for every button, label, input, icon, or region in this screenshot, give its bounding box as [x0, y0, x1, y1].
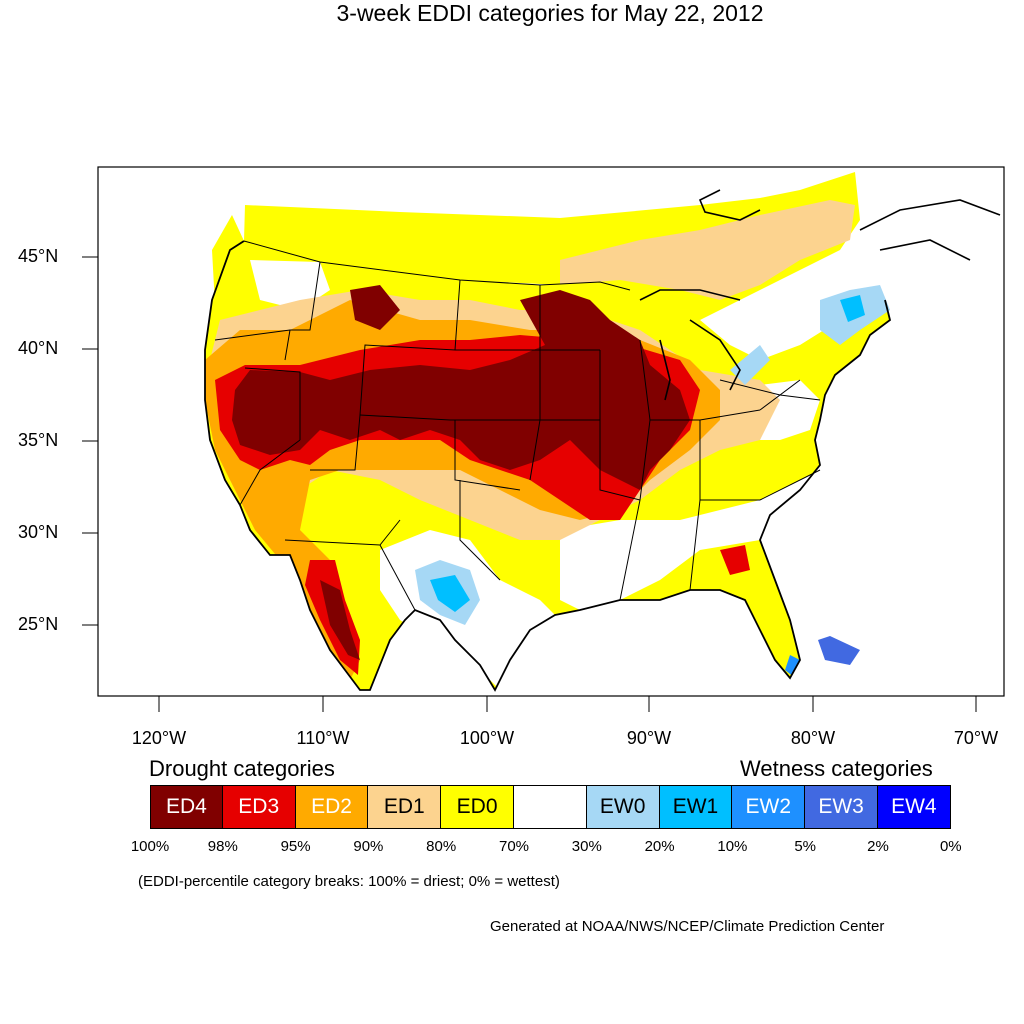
great-lakes-wet-region	[730, 345, 770, 385]
georgia-red-spot	[720, 545, 750, 575]
legend-break-label: 80%	[426, 838, 457, 855]
category-note: (EDDI-percentile category breaks: 100% =…	[138, 873, 560, 890]
lon-label-120: 120°W	[131, 728, 187, 748]
legend-swatch-ed4: ED4	[150, 785, 223, 829]
legend-break-label: 70%	[498, 838, 530, 855]
legend-swatch-ed2: ED2	[295, 785, 369, 829]
legend-break-label: 20%	[644, 838, 675, 855]
baja-extreme-region	[320, 580, 360, 660]
bahamas-wet-region	[818, 636, 860, 665]
lon-label-80: 80°W	[790, 728, 836, 748]
lat-label-25: 25°N	[18, 614, 59, 634]
legend-swatch-ew3: EW3	[805, 785, 878, 829]
extreme-drought-region	[232, 290, 690, 490]
legend-break-label: 95%	[280, 838, 311, 855]
map-title: 3-week EDDI categories for May 22, 2012	[336, 0, 764, 26]
legend-break-label: 0%	[939, 838, 962, 855]
lon-label-100: 100°W	[459, 728, 515, 748]
wetness-heading: Wetness categories	[740, 756, 933, 781]
legend-swatch-ed0: ED0	[441, 785, 514, 829]
legend-swatch-ed3: ED3	[222, 785, 296, 829]
legend-break-label: 5%	[794, 838, 817, 855]
canada-coast-outline	[859, 199, 1001, 261]
northwest-normal-region	[250, 260, 330, 310]
texas-wet-ew1-region	[430, 575, 470, 612]
coastline	[204, 240, 892, 692]
lat-label-40: 40°N	[18, 338, 59, 358]
axis-ticks	[82, 256, 977, 712]
lat-label-45: 45°N	[18, 246, 59, 266]
northeast-wet-ew1-region	[840, 295, 865, 322]
great-lakes-outline	[639, 189, 761, 401]
legend-swatch-ew0: EW0	[586, 785, 660, 829]
legend-break-label: 10%	[717, 838, 748, 855]
legend-swatch-ew2: EW2	[732, 785, 806, 829]
legend-color-bar: ED4 ED3 ED2 ED1 ED0 EW0 EW1 EW2 EW3 EW4	[150, 785, 951, 829]
legend-swatch-normal	[513, 785, 587, 829]
legend-break-label: 98%	[207, 838, 238, 855]
lat-label-35: 35°N	[18, 430, 59, 450]
legend-swatch-ew4: EW4	[877, 785, 951, 829]
legend-swatch-ed1: ED1	[368, 785, 442, 829]
legend-break-label: 100%	[130, 838, 170, 855]
credit-line: Generated at NOAA/NWS/NCEP/Climate Predi…	[490, 918, 885, 935]
legend-break-label: 30%	[571, 838, 602, 855]
legend-break-label: 2%	[867, 838, 889, 855]
montana-extreme-region	[350, 285, 400, 330]
lon-label-70: 70°W	[953, 728, 999, 748]
legend-swatch-ew1: EW1	[659, 785, 733, 829]
legend-break-label: 90%	[353, 838, 384, 855]
lon-label-110: 110°W	[296, 728, 350, 748]
lon-label-90: 90°W	[626, 728, 672, 748]
lat-label-30: 30°N	[18, 522, 59, 542]
state-borders	[214, 240, 821, 611]
drought-heading: Drought categories	[149, 756, 335, 781]
canada-tan-region	[560, 200, 855, 300]
